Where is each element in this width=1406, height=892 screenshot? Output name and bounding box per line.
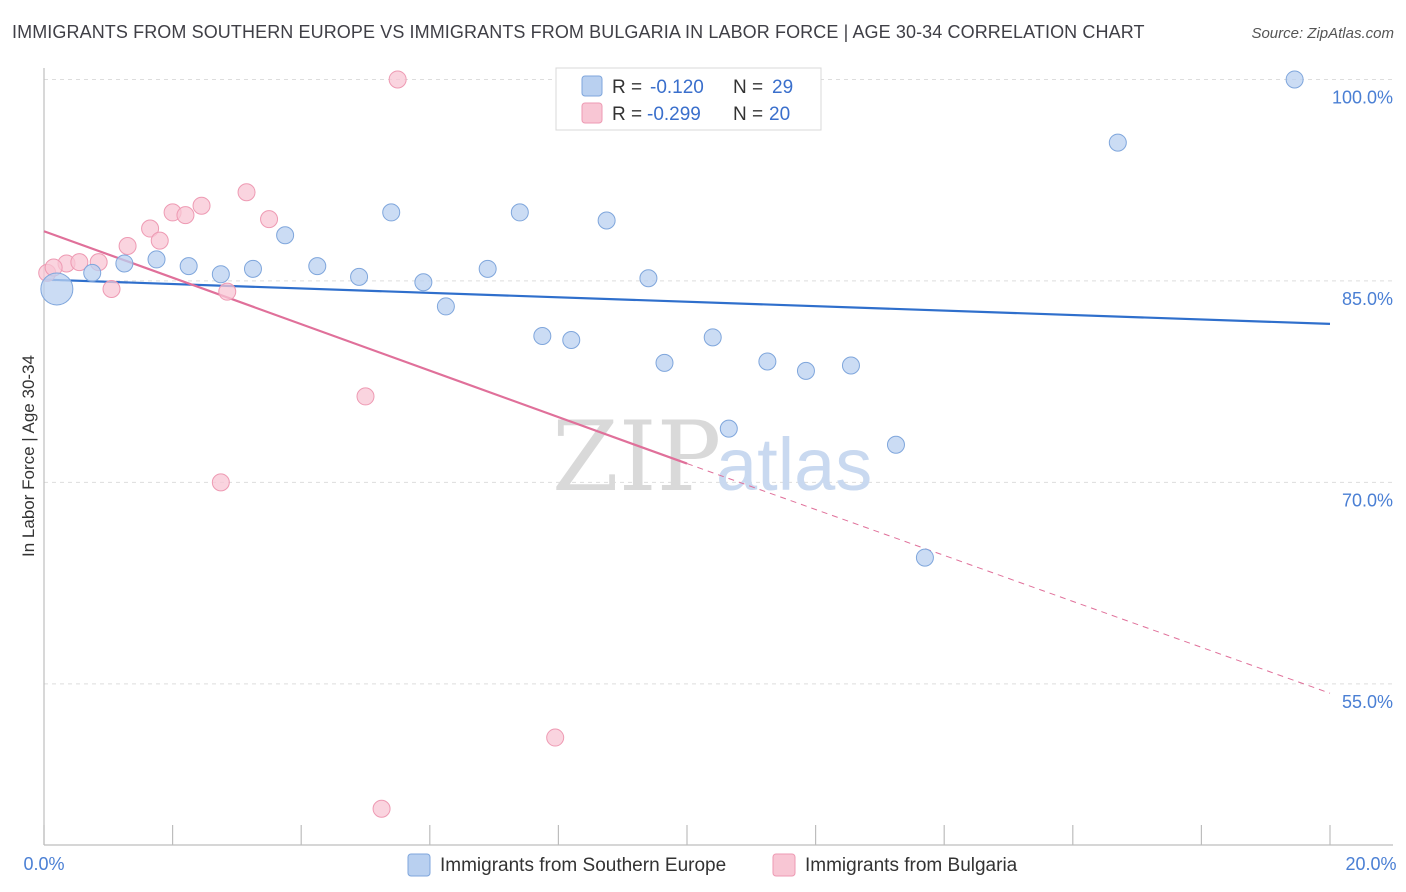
trend-line-bulgaria-extension — [686, 463, 1331, 694]
y-tick-label: 85.0% — [1342, 289, 1393, 309]
legend-r-label: R = — [612, 77, 642, 98]
data-point-bulgaria — [150, 231, 169, 250]
legend-box: R = -0.120 N = 29 R = -0.299 N = 20 — [555, 67, 822, 131]
trend-lines — [43, 230, 1331, 694]
data-point-bulgaria — [237, 183, 256, 202]
data-point-bulgaria — [211, 473, 230, 492]
chart-title: IMMIGRANTS FROM SOUTHERN EUROPE VS IMMIG… — [12, 22, 1145, 42]
legend-n-value: 20 — [769, 104, 790, 125]
data-point-bulgaria — [372, 799, 391, 818]
data-point-southern-europe — [308, 257, 327, 276]
series-legend-label: Immigrants from Bulgaria — [805, 855, 1018, 876]
data-point-southern-europe — [211, 265, 230, 284]
data-point-southern-europe — [796, 361, 815, 380]
data-point-bulgaria — [260, 210, 279, 229]
legend-n-label: N = — [733, 77, 763, 98]
data-point-bulgaria — [192, 196, 211, 215]
data-point-bulgaria — [118, 236, 137, 255]
data-point-bulgaria — [176, 206, 195, 225]
tick-labels: 100.0% 85.0% 70.0% 55.0% 0.0% 20.0% — [23, 87, 1396, 874]
data-point-bulgaria — [218, 282, 237, 301]
data-point-southern-europe — [719, 419, 738, 438]
data-point-southern-europe — [703, 328, 722, 347]
data-point-southern-europe — [533, 326, 552, 345]
gridlines — [44, 78, 1394, 685]
x-tick-label: 0.0% — [23, 854, 64, 874]
legend-r-value: -0.120 — [650, 77, 704, 98]
data-point-southern-europe — [758, 352, 777, 371]
series-legend-swatch-pink — [772, 853, 796, 877]
data-point-southern-europe — [915, 548, 934, 567]
legend-swatch-blue — [581, 75, 603, 97]
data-point-southern-europe — [639, 269, 658, 288]
data-point-southern-europe — [597, 211, 616, 230]
data-point-bulgaria — [70, 253, 89, 272]
legend-n-value: 29 — [772, 77, 793, 98]
x-tick-label: 20.0% — [1345, 854, 1396, 874]
data-point-bulgaria — [388, 70, 407, 89]
data-point-southern-europe — [179, 257, 198, 276]
data-point-southern-europe — [841, 356, 860, 375]
data-point-southern-europe — [562, 331, 581, 350]
data-points — [38, 70, 1304, 818]
y-axis-title: In Labor Force | Age 30-34 — [19, 355, 38, 557]
legend-n-label: N = — [733, 104, 763, 125]
data-point-southern-europe — [115, 254, 134, 273]
series-legend: Immigrants from Southern Europe Immigran… — [407, 853, 1018, 877]
data-point-southern-europe — [382, 203, 401, 222]
data-point-southern-europe — [1108, 133, 1127, 152]
y-tick-label: 70.0% — [1342, 490, 1393, 510]
y-tick-label: 55.0% — [1342, 692, 1393, 712]
legend-swatch-pink — [581, 102, 603, 124]
data-point-southern-europe — [1285, 70, 1304, 89]
trend-line-bulgaria — [43, 230, 688, 465]
data-point-southern-europe — [40, 272, 74, 306]
data-point-bulgaria — [546, 728, 565, 747]
axes — [43, 68, 1393, 846]
data-point-southern-europe — [655, 353, 674, 372]
series-legend-label: Immigrants from Southern Europe — [440, 855, 726, 876]
data-point-southern-europe — [243, 259, 262, 278]
data-point-southern-europe — [83, 263, 102, 282]
trend-line-southern-europe — [43, 278, 1331, 325]
data-point-southern-europe — [350, 267, 369, 286]
data-point-bulgaria — [356, 387, 375, 406]
data-point-bulgaria — [102, 279, 121, 298]
data-point-southern-europe — [147, 250, 166, 269]
data-point-southern-europe — [510, 203, 529, 222]
data-point-southern-europe — [478, 259, 497, 278]
data-point-southern-europe — [414, 273, 433, 292]
watermark: ZIP atlas — [552, 401, 872, 513]
legend-r-value: -0.299 — [647, 104, 701, 125]
data-point-bulgaria — [141, 219, 160, 238]
data-point-southern-europe — [276, 226, 295, 245]
data-point-southern-europe — [886, 435, 905, 454]
data-point-southern-europe — [436, 297, 455, 316]
legend-r-label: R = — [612, 104, 642, 125]
watermark-atlas: atlas — [716, 423, 872, 506]
watermark-zip: ZIP — [552, 401, 721, 513]
series-legend-swatch-blue — [407, 853, 431, 877]
source-label: Source: ZipAtlas.com — [1251, 25, 1394, 42]
y-tick-label: 100.0% — [1332, 87, 1393, 107]
